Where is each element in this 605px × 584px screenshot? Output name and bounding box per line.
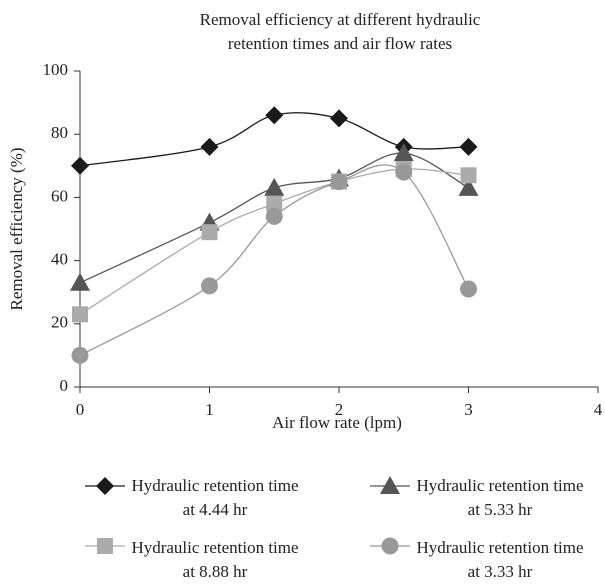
marker [265,106,284,125]
legend-marker [96,477,114,495]
legend-label: Hydraulic retention time at 8.88 hr [131,538,299,581]
x-tick-label: 0 [76,400,85,419]
marker [330,109,348,128]
marker [71,346,89,364]
series-line [79,164,470,356]
y-axis-label: Removal efficiency (%) [7,147,26,310]
y-tick-label: 80 [51,123,68,142]
marker [70,272,90,291]
marker [265,207,283,225]
y-tick-label: 60 [51,186,68,205]
legend-label: Hydraulic retention time at 4.44 hr [131,476,299,519]
marker [395,163,413,181]
marker [458,177,479,196]
marker [460,280,477,298]
marker [393,143,414,162]
y-tick-label: 20 [51,313,68,332]
marker [201,277,218,295]
marker [330,173,348,191]
legend-marker [381,537,399,555]
legend-marker [97,538,113,554]
marker [266,195,283,212]
x-tick-label: 3 [464,400,473,419]
marker [71,156,89,175]
legend-label: Hydraulic retention time at 5.33 hr [416,476,584,519]
x-tick-label: 2 [335,400,344,419]
chart-title: Removal efficiency at different hydrauli… [199,10,481,53]
marker [459,137,478,156]
y-tick-label: 40 [51,250,68,269]
x-tick-label: 1 [205,400,214,419]
legend-label: Hydraulic retention time at 3.33 hr [416,538,584,581]
x-tick-label: 4 [594,400,603,419]
marker [201,224,218,241]
y-tick-label: 100 [43,60,69,79]
marker [72,306,88,323]
y-tick-label: 0 [60,376,69,395]
legend-marker [380,476,400,494]
marker [200,137,219,156]
x-axis-label: Air flow rate (lpm) [272,413,402,432]
marker [460,167,477,184]
marker [264,177,285,196]
